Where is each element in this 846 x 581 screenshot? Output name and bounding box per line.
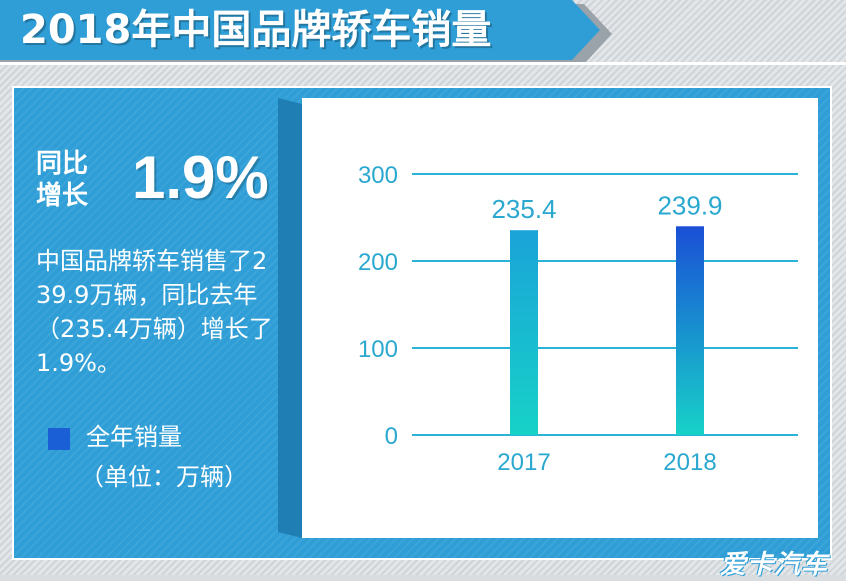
y-tick-label: 200 xyxy=(358,249,398,276)
legend-label: 全年销量 xyxy=(86,423,182,451)
x-tick-label: 2018 xyxy=(663,449,716,476)
x-tick-label: 2017 xyxy=(497,449,550,476)
bar-value-label: 235.4 xyxy=(491,194,556,224)
legend-swatch xyxy=(48,428,70,450)
page-title: 2018年中国品牌轿车销量 xyxy=(20,7,492,53)
title-banner xyxy=(0,0,600,60)
y-tick-label: 100 xyxy=(358,336,398,363)
bar-2018 xyxy=(676,226,704,435)
y-tick-label: 0 xyxy=(385,423,398,450)
watermark-logo: 爱卡汽车 xyxy=(720,550,829,580)
bar-value-label: 239.9 xyxy=(657,190,722,220)
chart-card xyxy=(302,98,818,538)
bar-2017 xyxy=(510,230,538,435)
divider xyxy=(0,62,846,65)
yoy-value: 1.9% xyxy=(132,144,269,211)
y-tick-label: 300 xyxy=(358,162,398,189)
chart-card-edge xyxy=(278,98,302,538)
description-text: 中国品牌轿车销售了239.9万辆，同比去年（235.4万辆）增长了1.9%。 xyxy=(36,247,273,377)
yoy-label: 同比增长 xyxy=(36,149,89,211)
bar-chart: 0 100 200 300 235.4 2017 239.9 2018 xyxy=(358,162,798,476)
unit-label: （单位：万辆） xyxy=(80,463,248,491)
